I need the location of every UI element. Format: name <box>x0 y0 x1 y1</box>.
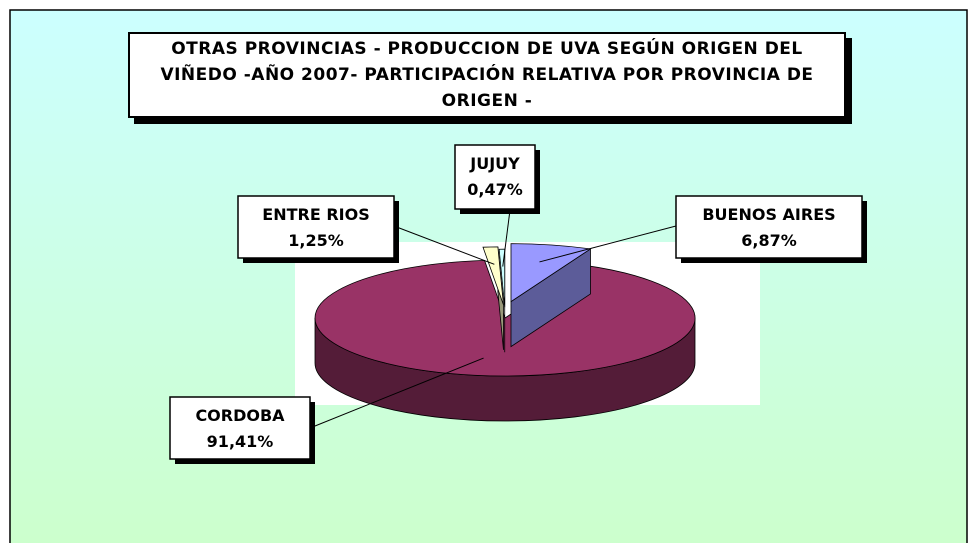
slice-top <box>482 246 504 305</box>
category-label: BUENOS AIRES <box>702 205 835 224</box>
value-label: 91,41% <box>207 432 274 451</box>
leader-line <box>309 357 484 429</box>
leader-line <box>502 209 511 267</box>
category-label: CORDOBA <box>195 406 285 425</box>
category-label: ENTRE RIOS <box>262 205 369 224</box>
label-box <box>237 195 395 259</box>
chart-title: OTRAS PROVINCIAS - PRODUCCION DE UVA SEG… <box>128 32 846 118</box>
leader-line <box>393 225 495 265</box>
category-label: JUJUY <box>469 154 520 173</box>
pie-slice <box>482 246 504 350</box>
label-box <box>454 144 536 210</box>
label-box <box>169 396 311 460</box>
label-box <box>675 195 863 259</box>
value-label: 6,87% <box>741 231 797 250</box>
pie-slice <box>510 243 592 348</box>
value-label: 0,47% <box>467 180 523 199</box>
leader-line <box>539 225 677 263</box>
value-label: 1,25% <box>288 231 344 250</box>
